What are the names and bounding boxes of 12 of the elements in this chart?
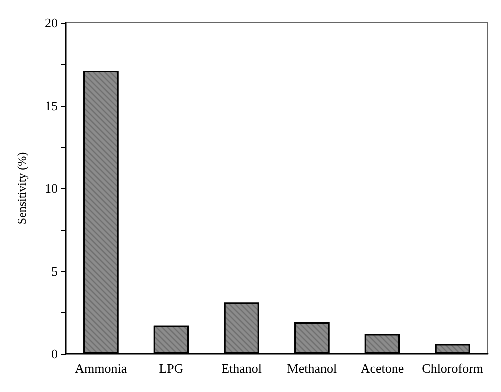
x-tick-label: LPG (159, 361, 184, 376)
y-tick-label: 10 (45, 181, 58, 196)
x-tick-label: Methanol (287, 361, 338, 376)
y-tick-label: 0 (52, 346, 58, 362)
y-tick-label: 20 (45, 16, 58, 30)
y-tick-label: 5 (52, 264, 58, 279)
x-tick-label: Acetone (360, 361, 404, 376)
x-tick-label: Ammonia (75, 361, 128, 376)
y-axis-title: Sensitivity (%) (15, 152, 29, 225)
x-tick-label: Ethanol (222, 361, 262, 376)
x-tick-label: Chloroform (422, 361, 484, 376)
y-tick-label: 15 (45, 98, 58, 114)
